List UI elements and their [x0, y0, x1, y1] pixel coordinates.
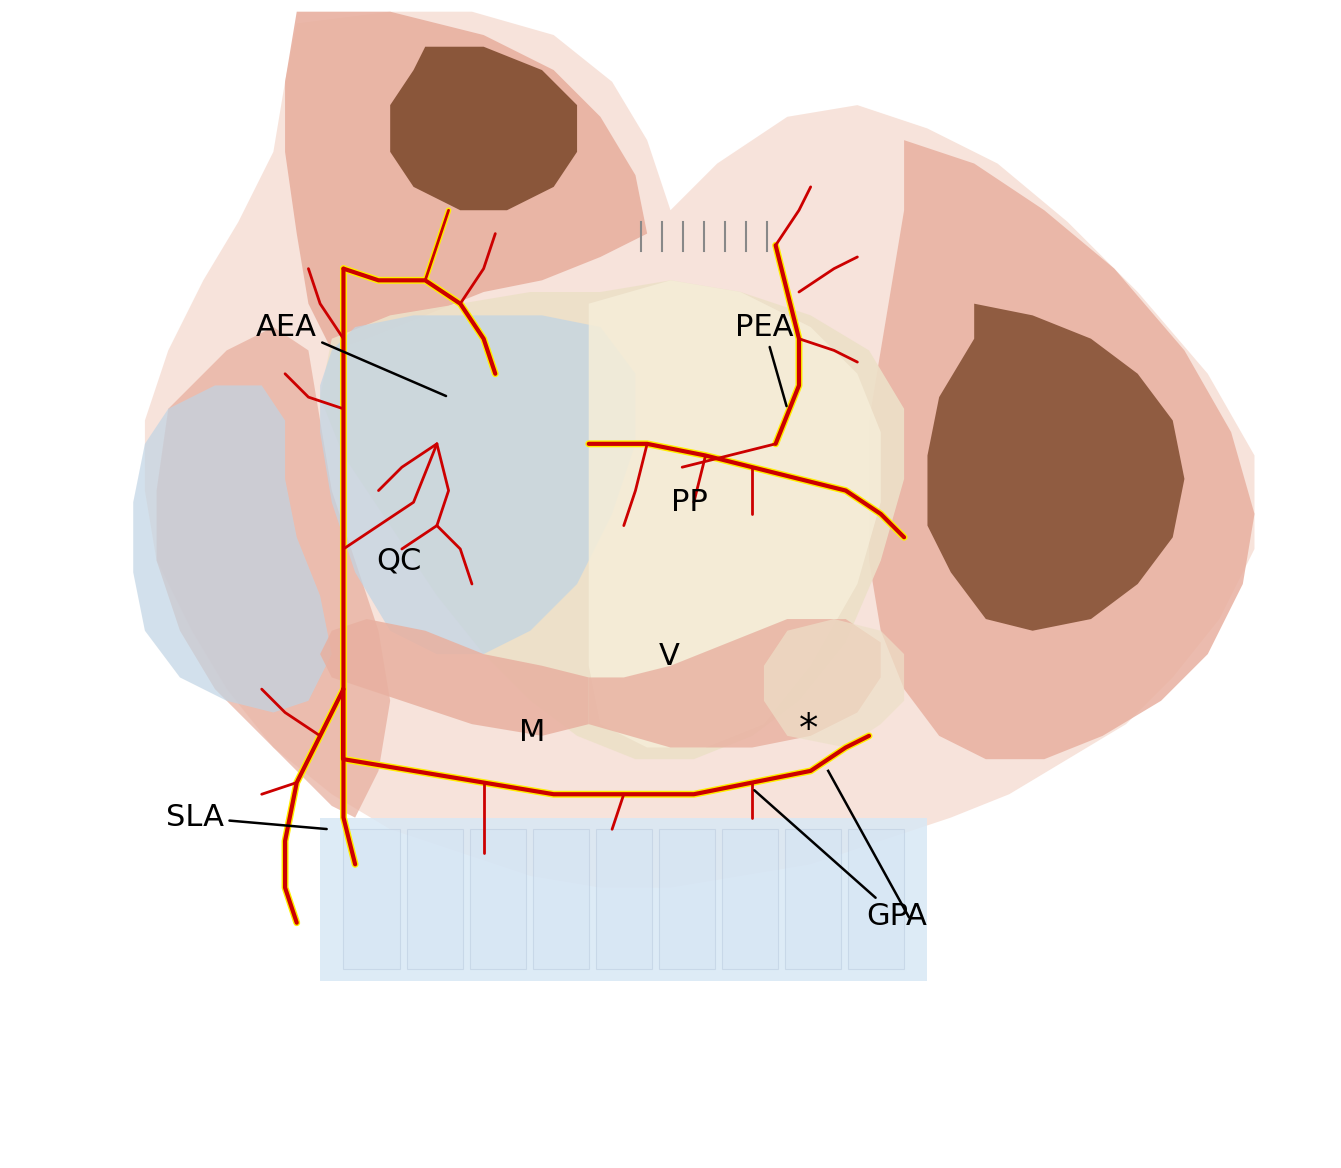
Polygon shape	[589, 280, 881, 748]
Text: *: *	[799, 711, 818, 749]
Polygon shape	[595, 829, 652, 969]
Polygon shape	[658, 829, 715, 969]
Text: V: V	[658, 642, 680, 670]
Polygon shape	[320, 818, 928, 981]
Polygon shape	[343, 829, 400, 969]
Polygon shape	[721, 829, 778, 969]
Text: SLA: SLA	[166, 804, 327, 832]
Polygon shape	[928, 304, 1184, 631]
Text: AEA: AEA	[256, 313, 447, 396]
Text: QC: QC	[377, 547, 421, 575]
Polygon shape	[532, 829, 589, 969]
Polygon shape	[869, 140, 1254, 759]
Text: M: M	[519, 718, 544, 746]
Polygon shape	[390, 47, 577, 210]
Text: GPA: GPA	[755, 791, 928, 931]
Polygon shape	[589, 619, 881, 748]
Polygon shape	[133, 385, 331, 712]
Polygon shape	[157, 327, 390, 818]
Polygon shape	[848, 829, 904, 969]
Polygon shape	[320, 315, 636, 654]
Polygon shape	[320, 280, 904, 759]
Text: PP: PP	[670, 488, 707, 516]
Polygon shape	[145, 12, 1254, 888]
Polygon shape	[784, 829, 841, 969]
Polygon shape	[469, 829, 526, 969]
Polygon shape	[286, 12, 648, 350]
Polygon shape	[764, 619, 904, 748]
Text: PEA: PEA	[735, 313, 794, 406]
Polygon shape	[320, 619, 589, 736]
Polygon shape	[406, 829, 463, 969]
